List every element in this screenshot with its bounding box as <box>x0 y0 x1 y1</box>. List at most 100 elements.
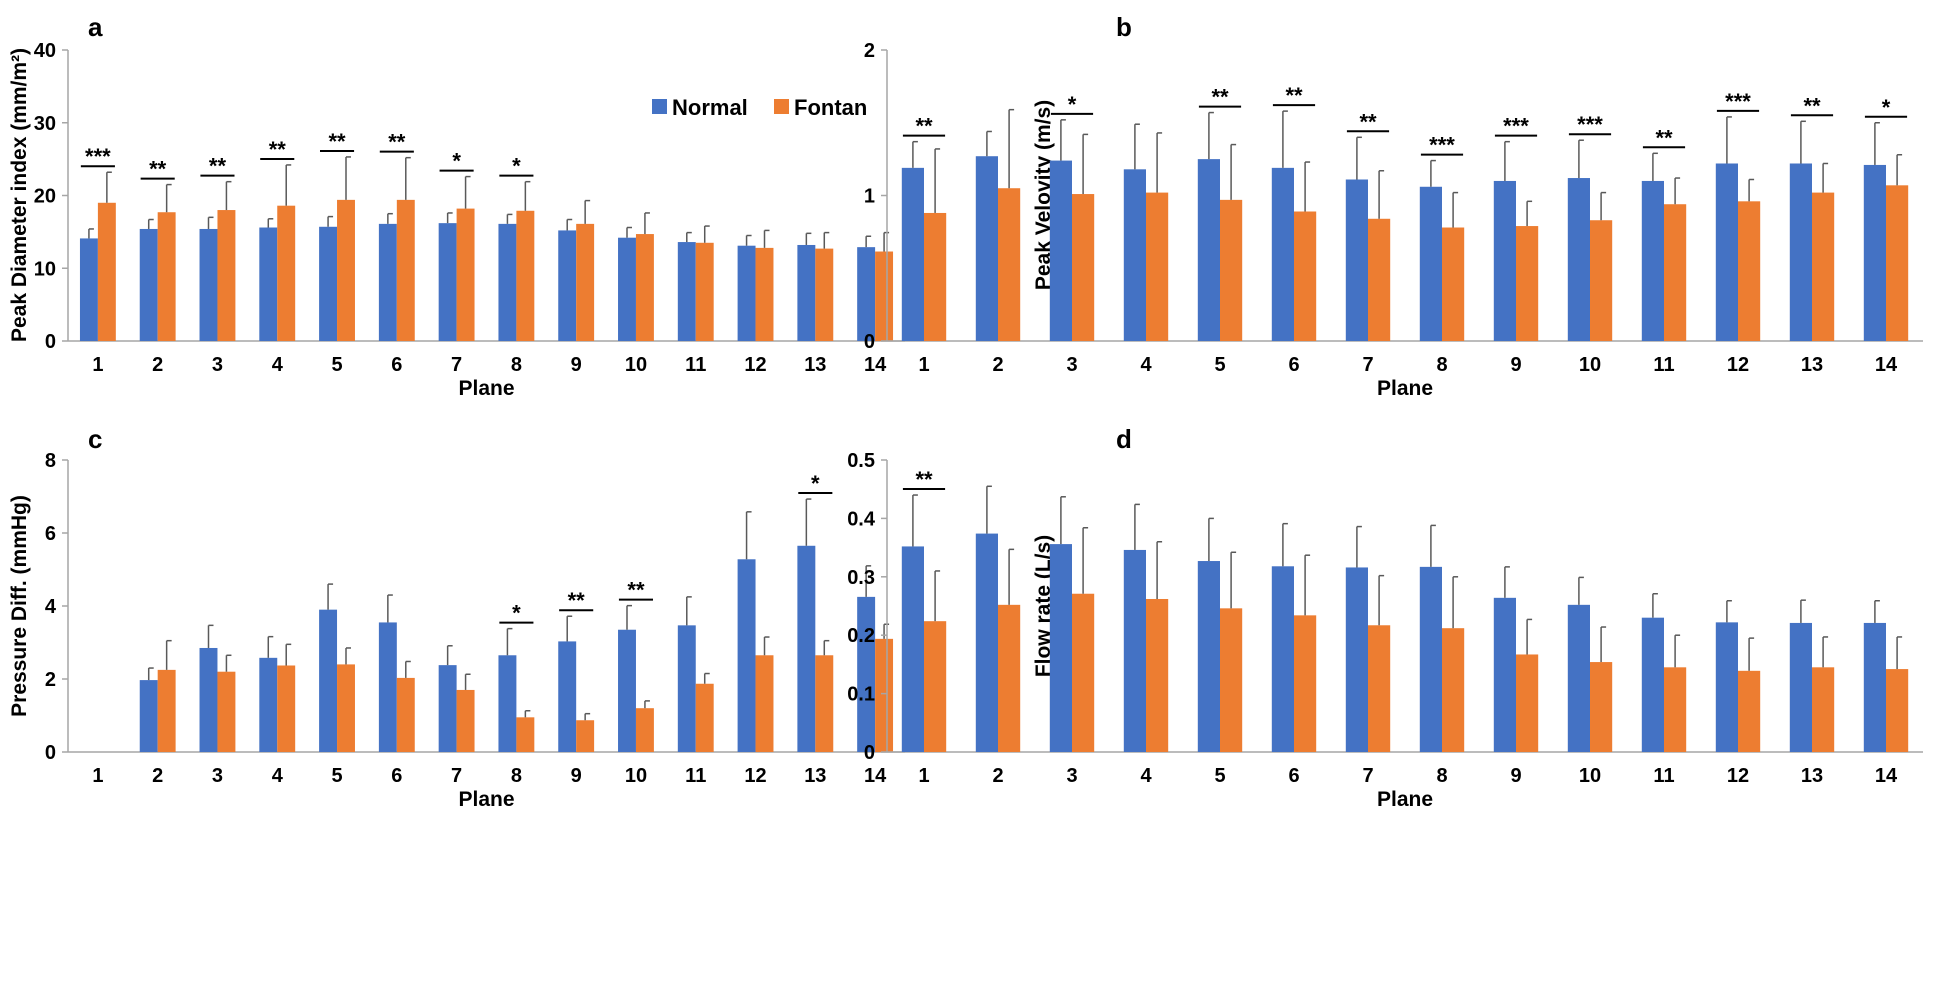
significance-stars: *** <box>85 144 111 169</box>
significance-stars: ** <box>1359 109 1377 134</box>
bar-fontan <box>157 212 176 341</box>
bar-fontan <box>576 223 595 341</box>
bar-fontan <box>1590 220 1613 341</box>
y-tick-label: 4 <box>45 596 57 618</box>
significance-stars: * <box>811 471 820 496</box>
bar-normal <box>857 247 876 341</box>
significance-stars: ** <box>328 129 346 154</box>
x-tick-label: 6 <box>1288 765 1299 787</box>
legend-fontan-swatch <box>774 99 789 114</box>
bar-fontan <box>755 247 774 341</box>
bar-normal <box>737 559 756 752</box>
x-tick-label: 6 <box>391 354 402 376</box>
bar-fontan <box>1590 662 1613 752</box>
y-axis-title: Peak Diameter index (mm/m²) <box>8 48 31 342</box>
bar-normal <box>901 546 924 752</box>
panel-a-letter: a <box>88 12 103 42</box>
legend-normal-label: Normal <box>672 95 748 120</box>
significance-stars: * <box>512 601 521 626</box>
bar-normal <box>797 244 816 341</box>
bar-normal <box>901 167 924 341</box>
x-tick-label: 12 <box>744 354 766 376</box>
bar-normal <box>319 226 338 341</box>
bar-normal <box>1049 160 1072 341</box>
bar-normal <box>1197 159 1220 341</box>
bar-normal <box>199 647 218 752</box>
bar-normal <box>1345 179 1368 341</box>
significance-stars: ** <box>209 154 227 179</box>
x-tick-label: 3 <box>1066 354 1077 376</box>
bar-fontan <box>217 210 236 341</box>
bar-normal <box>498 655 517 752</box>
bar-fontan <box>97 202 116 341</box>
bar-fontan <box>277 205 296 341</box>
bar-normal <box>1567 604 1590 752</box>
bar-fontan <box>875 638 894 752</box>
bar-fontan <box>998 188 1021 341</box>
y-tick-label: 2 <box>45 669 56 691</box>
x-tick-label: 2 <box>152 354 163 376</box>
bar-fontan <box>1072 593 1095 752</box>
x-tick-label: 9 <box>571 354 582 376</box>
x-axis-title: Plane <box>1377 377 1433 400</box>
x-tick-label: 5 <box>1214 354 1225 376</box>
bar-fontan <box>1442 628 1465 752</box>
bar-normal <box>677 625 696 752</box>
bar-normal <box>1197 561 1220 752</box>
bar-fontan <box>396 677 415 752</box>
significance-stars: ** <box>1285 83 1303 108</box>
bar-fontan <box>815 655 834 752</box>
bar-fontan <box>1146 192 1169 341</box>
x-axis-title: Plane <box>458 788 514 811</box>
y-tick-label: 0.2 <box>847 625 875 647</box>
x-tick-label: 1 <box>918 765 929 787</box>
significance-stars: ** <box>1211 85 1229 110</box>
significance-stars: * <box>512 154 521 179</box>
x-tick-label: 2 <box>992 765 1003 787</box>
y-tick-label: 0.3 <box>847 567 875 589</box>
bar-fontan <box>1886 669 1909 752</box>
x-tick-label: 6 <box>1288 354 1299 376</box>
x-tick-label: 10 <box>1579 765 1601 787</box>
bar-fontan <box>1812 192 1835 341</box>
bar-normal <box>677 242 696 341</box>
x-tick-label: 11 <box>1653 354 1674 376</box>
bar-normal <box>857 596 876 752</box>
legend-fontan-label: Fontan <box>794 95 867 120</box>
bar-fontan <box>695 683 714 752</box>
bar-fontan <box>1664 204 1687 341</box>
y-tick-label: 1 <box>864 186 875 208</box>
x-tick-label: 2 <box>152 765 163 787</box>
bar-fontan <box>755 655 774 752</box>
x-tick-label: 7 <box>451 765 462 787</box>
bar-fontan <box>998 604 1021 752</box>
x-axis-title: Plane <box>1377 788 1433 811</box>
bar-normal <box>618 237 636 341</box>
y-tick-label: 0.4 <box>847 508 876 530</box>
bar-fontan <box>1220 199 1243 341</box>
bar-fontan <box>1738 201 1761 341</box>
bar-fontan <box>1516 654 1539 752</box>
bar-normal <box>737 245 756 341</box>
bar-normal <box>797 545 816 752</box>
x-tick-label: 12 <box>744 765 766 787</box>
panel-c-letter: c <box>88 424 102 454</box>
significance-stars: ** <box>915 467 933 492</box>
bar-normal <box>319 609 338 752</box>
bar-normal <box>259 657 278 752</box>
bar-fontan <box>516 210 535 341</box>
bar-normal <box>199 228 218 341</box>
significance-stars: * <box>452 149 461 174</box>
bar-fontan <box>456 208 475 341</box>
bar-normal <box>1123 169 1146 341</box>
x-tick-label: 11 <box>685 354 706 376</box>
bar-fontan <box>1368 218 1391 341</box>
significance-stars: ** <box>388 130 406 155</box>
x-tick-label: 14 <box>1875 354 1898 376</box>
bar-fontan <box>217 671 236 752</box>
bar-fontan <box>337 199 355 341</box>
bar-fontan <box>1442 227 1465 341</box>
bar-normal <box>498 223 517 341</box>
